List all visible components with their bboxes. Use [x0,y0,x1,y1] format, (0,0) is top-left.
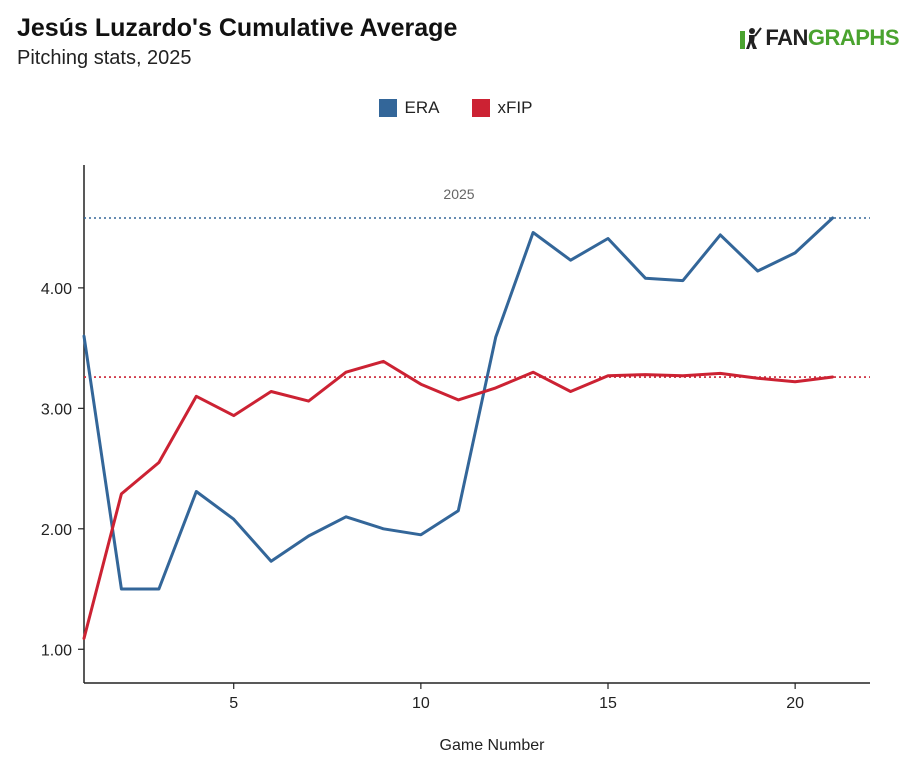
reference-label: 2025 [443,186,474,202]
y-tick-label: 2.00 [41,522,72,539]
x-tick-label: 5 [229,695,238,712]
x-tick-label: 10 [412,695,430,712]
logo-text-graphs: GRAPHS [807,25,900,50]
series-line-era [82,216,835,591]
x-tick-label: 20 [786,695,804,712]
y-tick-label: 3.00 [41,401,72,418]
series-line-xfip [82,359,835,640]
x-tick-label: 15 [599,695,617,712]
chart-subtitle: Pitching stats, 2025 [17,47,192,69]
legend-label-xfip: xFIP [497,98,533,117]
batter-icon [740,27,763,49]
y-tick-label: 1.00 [41,642,72,659]
legend-item-xfip[interactable]: xFIP [471,98,533,118]
y-tick-label: 4.00 [41,281,72,298]
chart-legend: ERA xFIP [0,98,911,118]
legend-item-era[interactable]: ERA [378,98,440,118]
logo-text-fan: FAN [765,25,808,50]
legend-label-era: ERA [404,98,440,117]
x-axis-title: Game Number [440,737,546,754]
fangraphs-logo[interactable]: FAN GRAPHS [740,25,900,51]
legend-swatch-era [378,99,397,117]
chart-title: Jesús Luzardo's Cumulative Average [17,14,458,42]
legend-swatch-xfip [471,99,490,117]
